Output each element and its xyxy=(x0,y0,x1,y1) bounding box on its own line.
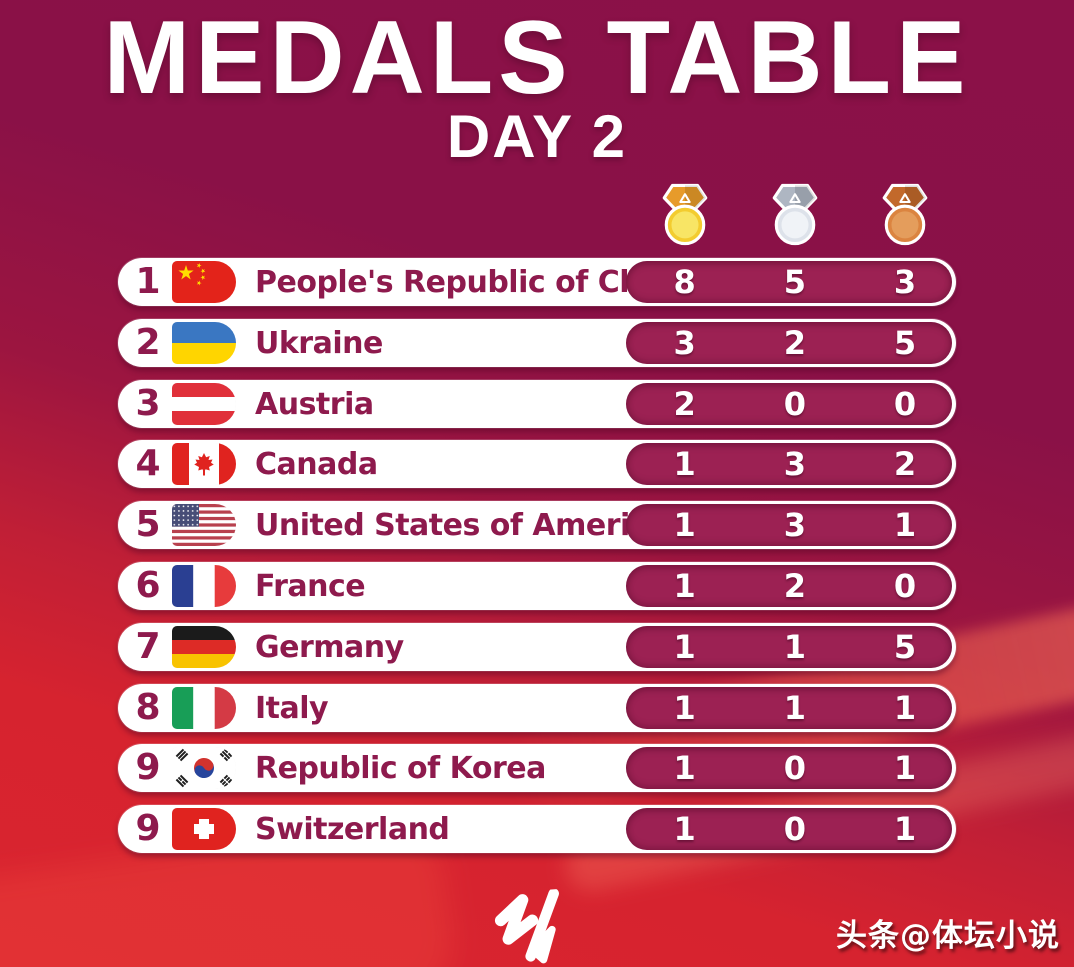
bronze-count: 5 xyxy=(893,627,917,666)
flag-china-icon xyxy=(172,261,236,303)
country-name: Italy xyxy=(255,690,329,726)
flag-south-korea-icon xyxy=(172,747,236,790)
flag-austria-icon xyxy=(172,382,236,425)
logo-26-icon xyxy=(494,888,559,964)
flag-canada-icon xyxy=(172,443,236,486)
country-name: Ukraine xyxy=(255,325,383,361)
table-row: 3 Austria 2 0 0 xyxy=(118,379,956,428)
bronze-count: 2 xyxy=(893,445,917,484)
medal-counts-pill: 3 2 5 xyxy=(626,321,952,364)
gold-medal-icon xyxy=(662,183,708,246)
bronze-medal-icon xyxy=(882,183,928,246)
silver-count: 3 xyxy=(783,506,806,545)
country-name: Switzerland xyxy=(255,812,450,848)
medal-counts-pill: 1 3 1 xyxy=(626,504,952,547)
medal-counts-pill: 1 1 5 xyxy=(626,625,952,668)
page-subtitle: DAY 2 xyxy=(446,103,628,170)
medal-counts-pill: 1 0 1 xyxy=(626,808,952,851)
silver-count: 0 xyxy=(783,810,806,849)
country-name: People's Republic of China xyxy=(255,265,691,300)
rank: 1 xyxy=(135,261,161,302)
flag-switzerland-icon xyxy=(172,808,236,851)
gold-count: 1 xyxy=(673,810,696,849)
rank: 8 xyxy=(135,686,161,728)
bronze-count: 3 xyxy=(893,263,917,301)
rank: 3 xyxy=(135,382,161,424)
gold-count: 1 xyxy=(673,749,696,788)
gold-count: 2 xyxy=(673,384,696,423)
country-name: United States of America xyxy=(255,508,667,544)
table-row: 2 Ukraine 3 2 5 xyxy=(118,318,956,367)
table-row: 9 Switzerland 1 0 1 xyxy=(118,805,956,854)
table-row: 5 United States of America 1 3 1 xyxy=(118,501,956,550)
flag-usa-icon xyxy=(172,504,236,547)
rank: 2 xyxy=(135,321,161,363)
bronze-count: 1 xyxy=(893,506,917,545)
bronze-count: 5 xyxy=(893,323,917,362)
country-name: France xyxy=(255,568,366,604)
medal-counts-pill: 1 1 1 xyxy=(626,686,952,729)
table-row: 1 People's Republic of China 8 5 3 xyxy=(118,258,956,306)
medal-counts-pill: 8 5 3 xyxy=(626,261,952,303)
bronze-count: 1 xyxy=(893,688,917,727)
flag-ukraine-icon xyxy=(172,321,236,364)
table-row: 7 Germany 1 1 5 xyxy=(118,622,956,671)
flag-france-icon xyxy=(172,564,236,607)
bronze-count: 0 xyxy=(893,566,917,605)
medal-counts-pill: 1 0 1 xyxy=(626,747,952,790)
country-name: Republic of Korea xyxy=(255,751,546,787)
medal-counts-pill: 1 3 2 xyxy=(626,443,952,486)
bronze-count: 1 xyxy=(893,810,917,849)
silver-count: 1 xyxy=(783,627,806,666)
medal-counts-pill: 2 0 0 xyxy=(626,382,952,425)
table-row: 6 France 1 2 0 xyxy=(118,561,956,610)
gold-count: 1 xyxy=(673,506,696,545)
medals-table: 1 People's Republic of China 8 5 3 2 xyxy=(118,258,956,854)
gold-count: 1 xyxy=(673,566,696,605)
watermark: 头条@体坛小说 xyxy=(836,918,1060,954)
silver-count: 2 xyxy=(783,566,806,605)
silver-count: 5 xyxy=(783,263,806,301)
table-row: 8 Italy 1 1 1 xyxy=(118,683,956,732)
country-name: Canada xyxy=(255,447,378,483)
rank: 9 xyxy=(135,808,161,850)
table-row: 4 Canada 1 3 2 xyxy=(118,440,956,489)
rank: 6 xyxy=(135,564,161,606)
gold-count: 1 xyxy=(673,688,696,727)
table-row: 9 Republic of Korea 1 0 xyxy=(118,744,956,793)
flag-germany-icon xyxy=(172,625,236,668)
gold-count: 8 xyxy=(673,263,696,301)
gold-count: 3 xyxy=(673,323,696,362)
rank: 5 xyxy=(135,504,161,546)
medal-column-header xyxy=(626,182,952,250)
silver-count: 0 xyxy=(783,749,806,788)
silver-count: 2 xyxy=(783,323,806,362)
bronze-count: 0 xyxy=(893,384,917,423)
gold-count: 1 xyxy=(673,445,696,484)
flag-italy-icon xyxy=(172,686,236,729)
rank: 9 xyxy=(135,747,161,789)
bronze-count: 1 xyxy=(893,749,917,788)
medal-counts-pill: 1 2 0 xyxy=(626,564,952,607)
silver-medal-icon xyxy=(772,183,818,246)
country-name: Austria xyxy=(255,386,374,422)
country-name: Germany xyxy=(255,629,404,665)
silver-count: 0 xyxy=(783,384,806,423)
silver-count: 1 xyxy=(783,688,806,727)
rank: 4 xyxy=(135,443,161,485)
silver-count: 3 xyxy=(783,445,806,484)
page-title: MEDALS TABLE xyxy=(103,0,971,116)
rank: 7 xyxy=(135,625,161,667)
gold-count: 1 xyxy=(673,627,696,666)
